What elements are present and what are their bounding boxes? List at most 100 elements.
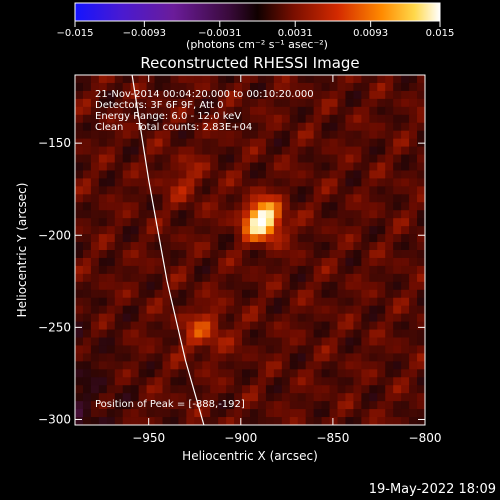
heatmap-cell xyxy=(114,353,124,362)
heatmap-cell xyxy=(321,202,331,211)
heatmap-cell xyxy=(417,250,425,259)
heatmap-cell xyxy=(210,130,219,140)
heatmap-cell xyxy=(329,297,338,307)
heatmap-cell xyxy=(305,114,315,124)
heatmap-cell xyxy=(138,345,148,354)
heatmap-cell xyxy=(369,154,378,163)
heatmap-cell xyxy=(337,210,346,219)
heatmap-cell xyxy=(90,393,100,402)
heatmap-cell xyxy=(138,305,148,315)
y-tick-label: −150 xyxy=(38,136,71,150)
heatmap-cell xyxy=(154,75,163,84)
heatmap-cell xyxy=(146,82,156,92)
heatmap-cell xyxy=(281,75,291,84)
heatmap-cell xyxy=(234,305,243,315)
heatmap-cell xyxy=(138,329,148,338)
heatmap-cell xyxy=(170,337,179,346)
heatmap-cell xyxy=(250,257,259,267)
heatmap-cell xyxy=(401,146,410,156)
heatmap-cell xyxy=(82,146,92,156)
heatmap-cell xyxy=(170,202,179,211)
heatmap-cell xyxy=(265,409,275,418)
heatmap-cell xyxy=(98,130,108,140)
heatmap-cell xyxy=(178,305,187,315)
heatmap-cell xyxy=(106,369,116,378)
heatmap-cell xyxy=(218,417,227,425)
heatmap-cell xyxy=(186,257,195,267)
heatmap-cell xyxy=(305,82,315,92)
heatmap-cell xyxy=(281,361,291,370)
heatmap-cell xyxy=(250,146,259,156)
heatmap-cell xyxy=(385,281,394,291)
heatmap-cell xyxy=(297,297,307,307)
heatmap-cell xyxy=(385,138,394,148)
x-tick-label: −900 xyxy=(224,431,257,445)
heatmap-cell xyxy=(305,369,315,378)
heatmap-cell xyxy=(345,226,354,235)
heatmap-cell xyxy=(114,218,124,227)
heatmap-cell xyxy=(122,98,132,108)
heatmap-cell xyxy=(106,250,116,259)
heatmap-cell xyxy=(170,138,179,148)
heatmap-cell xyxy=(130,353,140,362)
heatmap-cell xyxy=(178,226,187,235)
heatmap-cell xyxy=(297,186,307,195)
heatmap-cell xyxy=(130,146,140,156)
heatmap-cell xyxy=(321,82,331,92)
heatmap-cell xyxy=(98,242,108,251)
heatmap-cell xyxy=(186,154,195,163)
heatmap-cell xyxy=(337,281,346,291)
heatmap-cell xyxy=(393,226,402,235)
heatmap-cell xyxy=(377,250,386,259)
heatmap-cell xyxy=(401,345,410,354)
heatmap-cell xyxy=(210,337,219,346)
heatmap-cell xyxy=(265,321,275,331)
heatmap-cell xyxy=(170,329,179,338)
heatmap-cell xyxy=(122,265,132,275)
heatmap-cell xyxy=(210,369,219,378)
heatmap-cell xyxy=(369,234,378,243)
heatmap-cell xyxy=(75,146,84,156)
heatmap-cell xyxy=(202,162,211,171)
heatmap-cell xyxy=(106,146,116,156)
heatmap-cell xyxy=(122,385,132,394)
heatmap-cell xyxy=(75,377,84,386)
heatmap-cell xyxy=(313,154,323,163)
heatmap-cell xyxy=(75,329,84,338)
heatmap-cell xyxy=(242,154,251,163)
heatmap-cell xyxy=(138,218,148,227)
heatmap-cell xyxy=(178,369,187,378)
heatmap-cell xyxy=(409,329,418,338)
heatmap-cell xyxy=(417,178,425,187)
heatmap-cell xyxy=(82,75,92,84)
heatmap-cell xyxy=(321,98,331,108)
heatmap-cell xyxy=(273,186,283,195)
heatmap-cell xyxy=(146,146,156,156)
colorbar-units: (photons cm⁻² s⁻¹ asec⁻²) xyxy=(186,38,328,51)
heatmap-cell xyxy=(210,162,219,171)
heatmap-cell xyxy=(417,281,425,291)
heatmap-cell xyxy=(178,273,187,283)
heatmap-cell xyxy=(417,265,425,275)
heatmap-cell xyxy=(178,75,187,84)
heatmap-cell xyxy=(321,210,331,219)
heatmap-cell xyxy=(377,257,386,267)
heatmap-cell xyxy=(75,345,84,354)
heatmap-cell xyxy=(361,361,370,370)
heatmap-cell xyxy=(210,281,219,291)
heatmap-cell xyxy=(202,210,211,219)
heatmap-cell xyxy=(289,329,299,338)
heatmap-cell xyxy=(273,194,283,203)
heatmap-cell xyxy=(393,122,402,132)
heatmap-cell xyxy=(234,281,243,291)
heatmap-cell xyxy=(369,75,378,84)
heatmap-cell xyxy=(321,186,331,195)
heatmap-cell xyxy=(401,385,410,394)
heatmap-cell xyxy=(409,377,418,386)
heatmap-cell xyxy=(401,329,410,338)
heatmap-cell xyxy=(138,162,148,171)
heatmap-cell xyxy=(138,409,148,418)
heatmap-cell xyxy=(393,281,402,291)
heatmap-cell xyxy=(114,170,124,179)
heatmap-cell xyxy=(122,369,132,378)
